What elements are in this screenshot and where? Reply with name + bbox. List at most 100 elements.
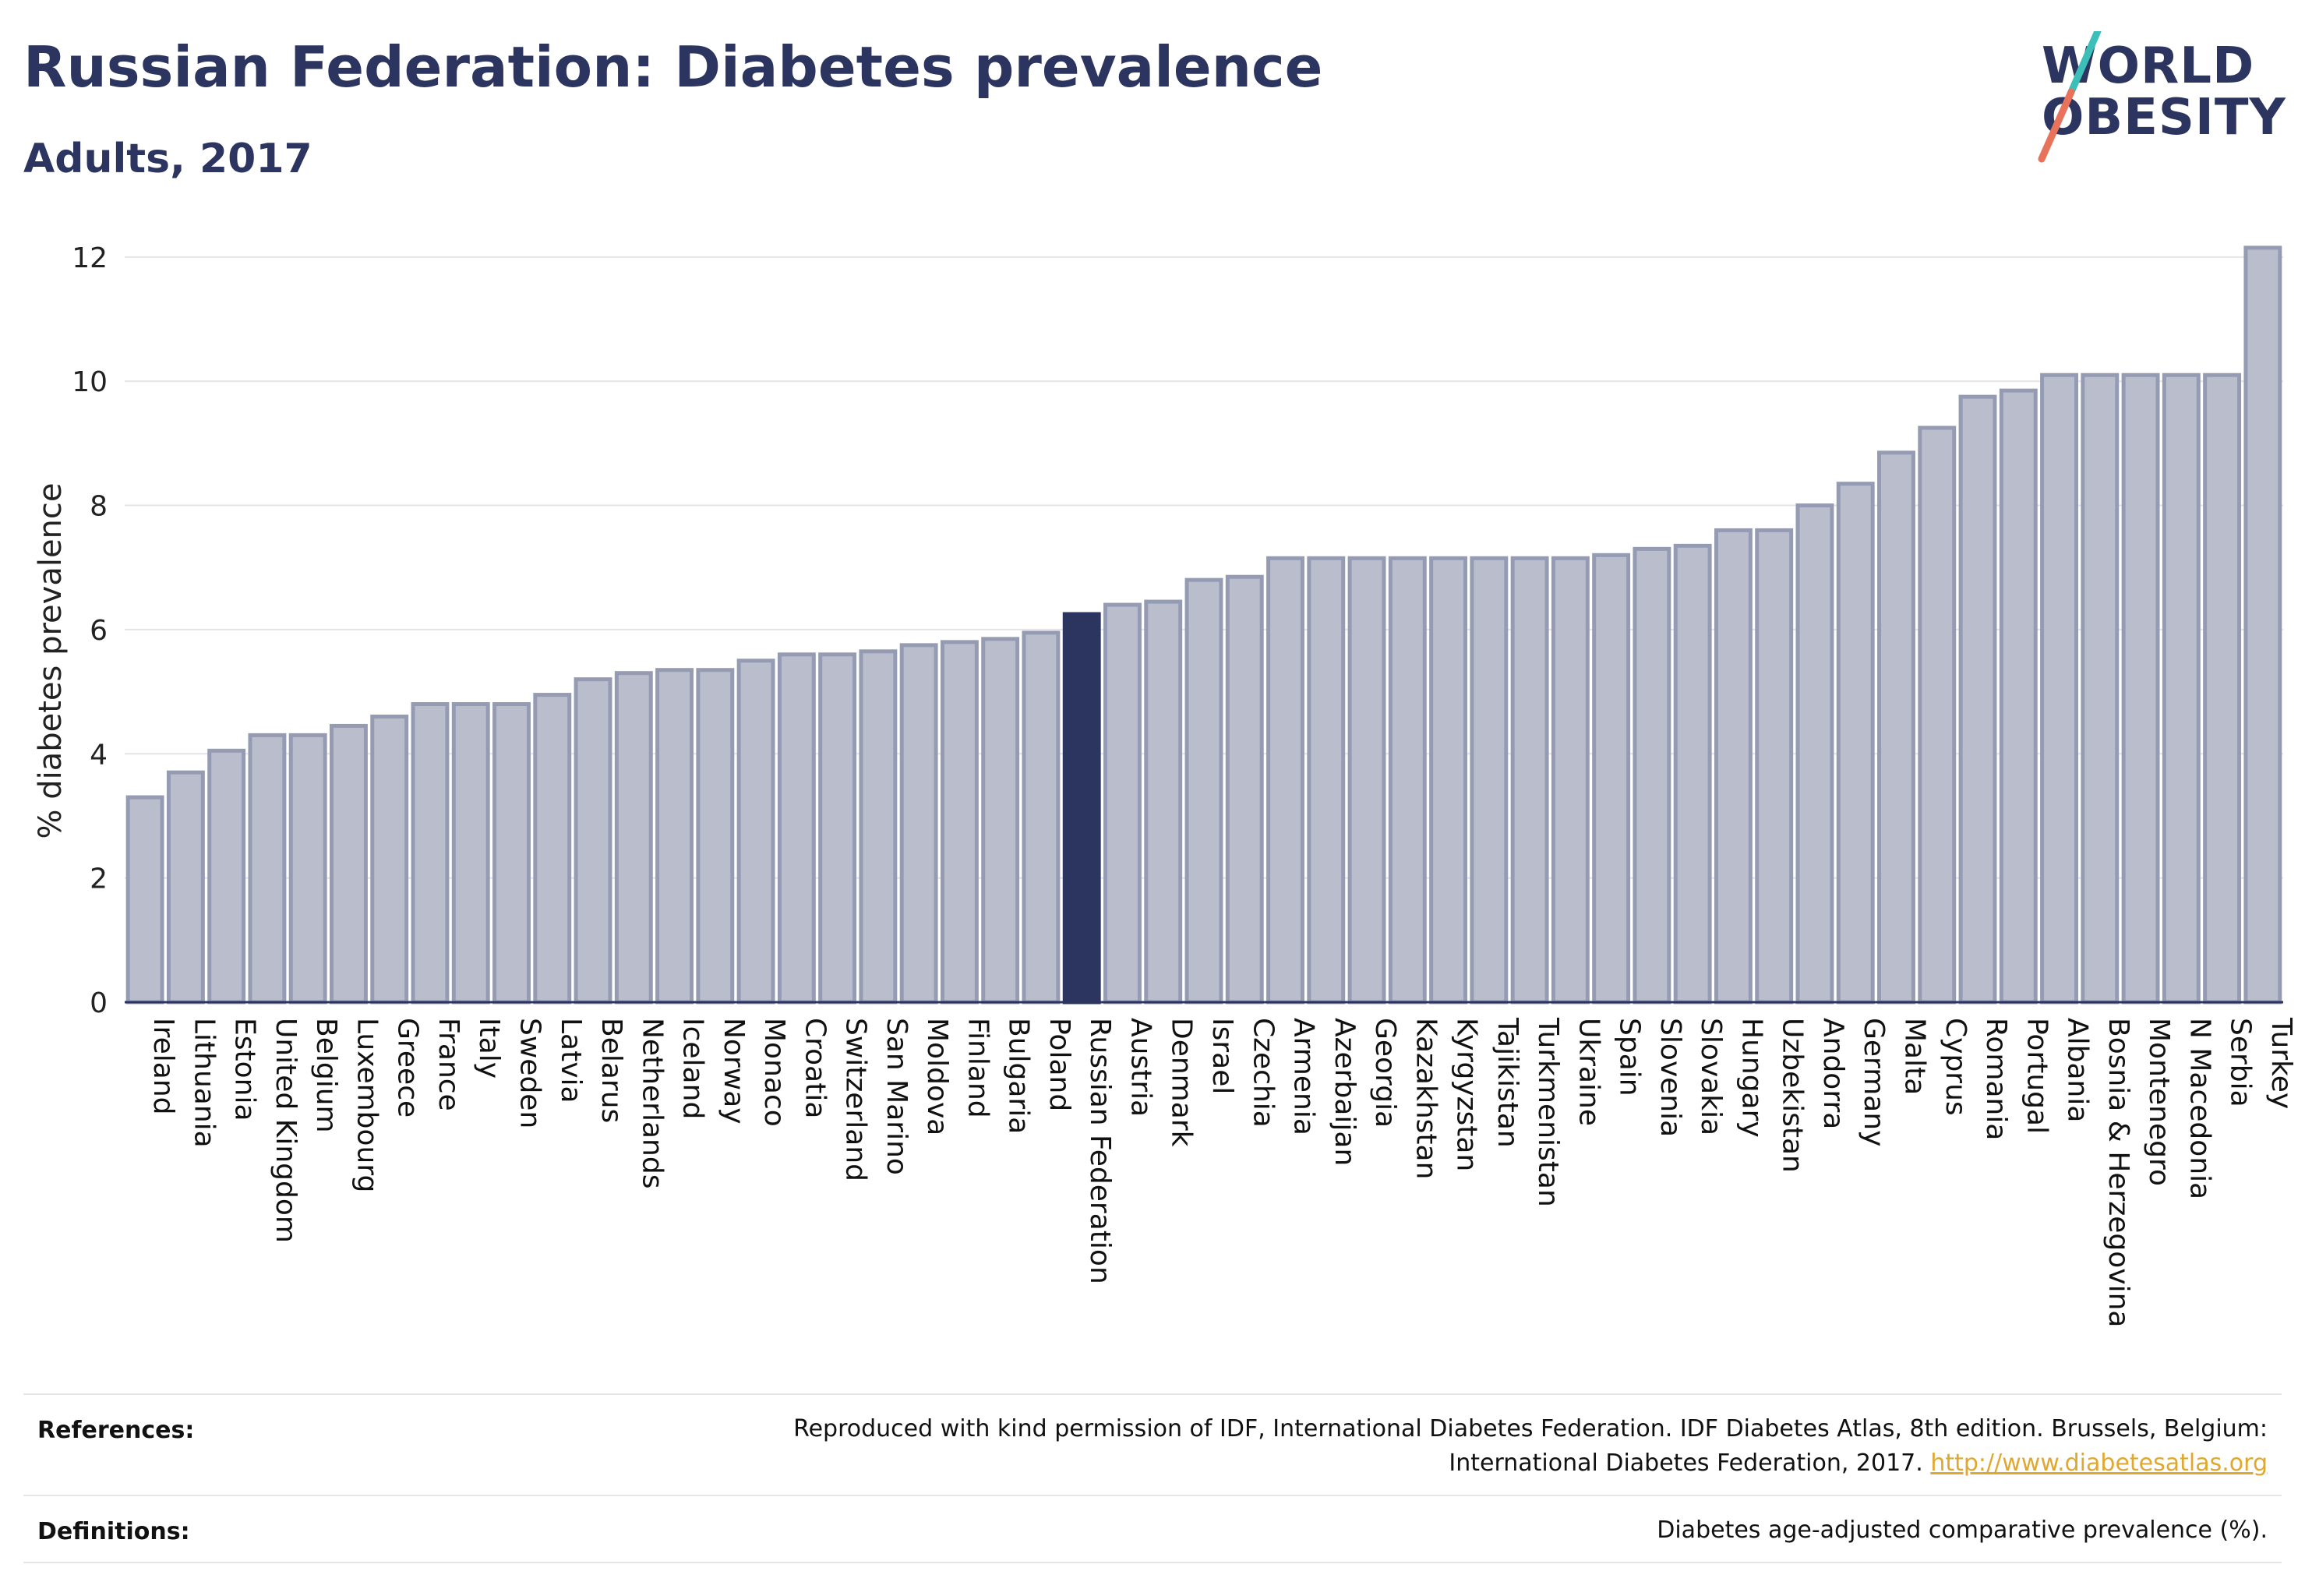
x-tick-label: Georgia [1369,1018,1401,1128]
bar [1470,556,1509,1005]
chart-title: Russian Federation: Diabetes prevalence [23,34,1323,100]
bar [1918,425,1957,1005]
definitions-label: Definitions: [37,1518,190,1545]
logo-word-obesity: OBESITY [2042,89,2286,147]
x-tick-label: Turkmenistan [1532,1017,1564,1207]
x-tick-label: Albania [2062,1018,2094,1122]
bar [981,637,1020,1005]
bar [859,649,898,1005]
bar [1184,577,1223,1005]
bar [696,668,735,1005]
bar [777,652,816,1005]
x-tick-label: Slovakia [1695,1018,1727,1135]
bar [2162,373,2201,1005]
y-tick-label: 2 [90,863,108,895]
x-tick-label: Azerbaijan [1329,1018,1361,1166]
bar [330,723,368,1005]
x-tick-label: Armenia [1288,1018,1320,1135]
x-tick-label: Romania [1980,1018,2012,1140]
y-axis-label: % diabetes prevalence [33,482,69,839]
bar [1958,394,1997,1005]
x-tick-label: Serbia [2225,1018,2257,1107]
bar [1714,528,1753,1005]
bar [2203,373,2242,1005]
bar [1103,602,1142,1005]
x-tick-label: Hungary [1735,1018,1767,1138]
bar [2081,373,2120,1005]
x-tick-label: Poland [1043,1018,1075,1111]
bar-highlighted [1062,612,1101,1005]
x-tick-label: Czechia [1247,1018,1279,1128]
bar [2243,245,2282,1005]
references-line-2: International Diabetes Federation, 2017.… [793,1446,2268,1481]
bar [1307,556,1346,1005]
x-tick-label: Kazakhstan [1410,1018,1442,1179]
references-line-2-text: International Diabetes Federation, 2017. [1449,1449,1923,1477]
y-tick-label: 10 [72,366,108,398]
bar [2040,373,2078,1005]
bar [411,702,450,1005]
y-tick-label: 8 [90,491,108,523]
bar [370,714,409,1005]
bar [1592,553,1631,1005]
x-tick-label: Spain [1614,1018,1646,1096]
bar [1999,388,2038,1005]
bar [1795,503,1834,1005]
x-tick-label: Switzerland [840,1018,872,1181]
bar [1144,599,1183,1005]
x-tick-label: Bosnia & Herzegovina [2102,1018,2134,1327]
bar [1836,482,1875,1005]
references-label: References: [37,1417,195,1444]
x-tick-label: Portugal [2021,1018,2053,1134]
x-tick-label: Ukraine [1573,1018,1604,1126]
y-tick-label: 4 [90,739,108,771]
references-text: Reproduced with kind permission of IDF, … [793,1395,2282,1495]
bar [1022,630,1061,1005]
logo-slash-icon [2038,31,2102,163]
x-tick-label: Italy [473,1018,505,1079]
x-tick-label: Montenegro [2143,1018,2175,1186]
bar [1429,556,1468,1005]
x-tick-label: Finland [962,1018,994,1118]
bar [940,640,979,1005]
x-tick-label: Belarus [595,1018,627,1123]
x-tick-label: Iceland [677,1018,709,1119]
bar [899,643,938,1005]
x-tick-label: Norway [718,1018,750,1125]
x-tick-label: Latvia [555,1018,587,1103]
y-tick-label: 6 [90,615,108,647]
bar [1551,556,1590,1005]
x-tick-label: Greece [392,1018,424,1118]
bar [1388,556,1427,1005]
chart-subtitle: Adults, 2017 [23,136,312,182]
diabetes-atlas-link[interactable]: http://www.diabetesatlas.org [1930,1449,2268,1477]
x-tick-label: Austria [1124,1018,1156,1117]
x-tick-label: Bulgaria [1003,1018,1035,1134]
bar [1673,543,1712,1005]
bar [2121,373,2160,1005]
bar [614,671,653,1005]
x-tick-label: N Macedonia [2183,1018,2215,1199]
bar [1225,574,1264,1005]
bar [1755,528,1794,1005]
x-tick-label: Croatia [799,1018,831,1118]
x-tick-label: United Kingdom [270,1018,302,1243]
bar [655,668,694,1005]
x-tick-label: Tajikistan [1491,1017,1523,1148]
definitions-row: Definitions: Diabetes age-adjusted compa… [23,1495,2282,1563]
x-tick-label: Ireland [147,1018,179,1115]
x-tick-label: Andorra [1817,1018,1849,1129]
x-tick-label: France [432,1018,464,1111]
bar [818,652,857,1005]
x-tick-label: Belgium [310,1018,342,1133]
x-tick-label: Turkey [2265,1017,2297,1109]
world-obesity-logo: WORLD OBESITY [2026,31,2291,171]
y-tick-label: 12 [72,242,108,274]
bar [1266,556,1304,1005]
bar [1877,450,1915,1005]
bar [1347,556,1386,1005]
x-tick-label: Denmark [1166,1018,1198,1147]
bar-chart: 0 2 4 6 8 10 12 % diabetes prevalence Ireland Lit… [33,242,2297,1328]
references-table: References: Reproduced with kind permiss… [23,1393,2282,1563]
bar [533,693,572,1005]
